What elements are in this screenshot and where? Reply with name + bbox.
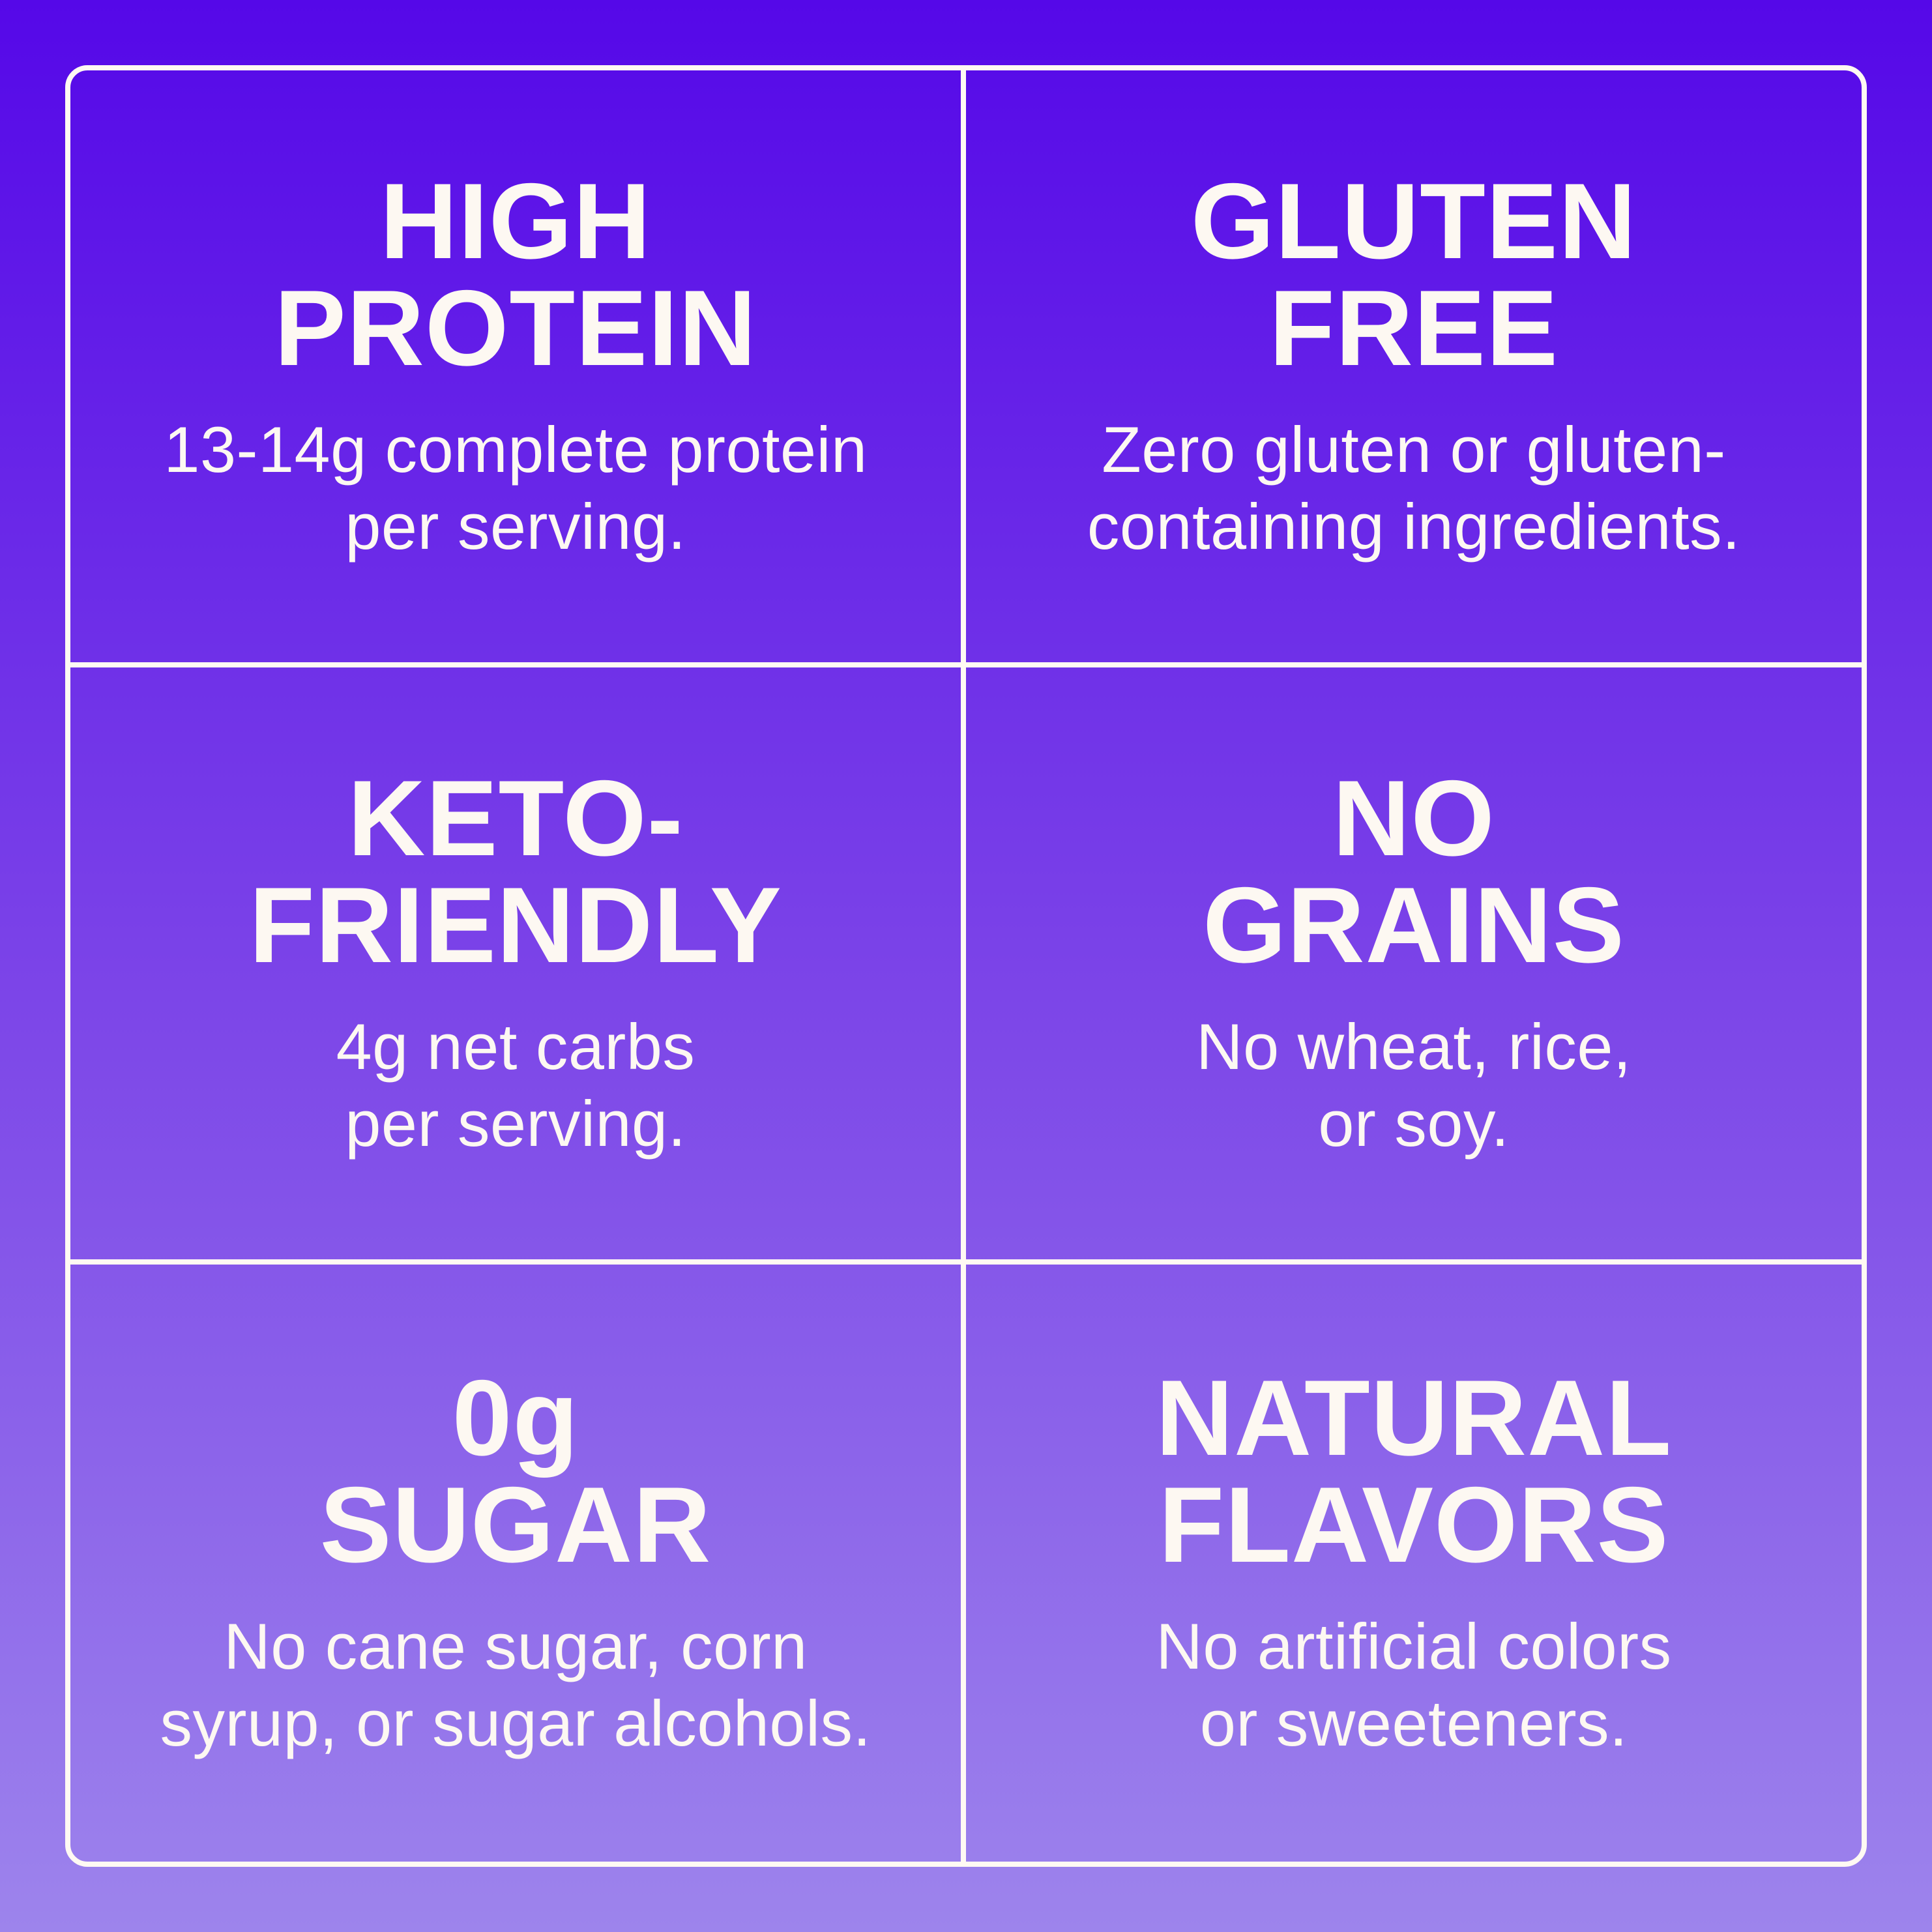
feature-title-line: NO bbox=[1332, 758, 1495, 878]
feature-title-line: KETO- bbox=[347, 758, 684, 878]
feature-title-line: 0g bbox=[452, 1358, 579, 1478]
feature-title-line: FLAVORS bbox=[1158, 1465, 1669, 1585]
feature-title-line: FREE bbox=[1268, 268, 1559, 388]
feature-cell-no-grains: NO GRAINS No wheat, rice, or soy. bbox=[966, 667, 1862, 1265]
feature-title-line: PROTEIN bbox=[274, 268, 757, 388]
feature-title: KETO- FRIENDLY bbox=[249, 758, 782, 985]
feature-description: No artificial colors or sweeteners. bbox=[1156, 1608, 1671, 1762]
feature-description-line: No artificial colors bbox=[1156, 1610, 1672, 1682]
feature-description-line: or sweeteners. bbox=[1199, 1687, 1628, 1759]
feature-title-line: GRAINS bbox=[1203, 865, 1625, 985]
feature-description-line: No wheat, rice, bbox=[1196, 1010, 1632, 1083]
feature-description-line: or soy. bbox=[1318, 1087, 1510, 1160]
feature-description-line: containing ingredients. bbox=[1087, 490, 1741, 563]
feature-description-line: per serving. bbox=[345, 490, 686, 563]
feature-description: No wheat, rice, or soy. bbox=[1196, 1008, 1632, 1162]
feature-title: HIGH PROTEIN bbox=[274, 161, 757, 388]
feature-title: NATURAL FLAVORS bbox=[1155, 1358, 1673, 1585]
feature-title-line: SUGAR bbox=[319, 1465, 712, 1585]
feature-description: No cane sugar, corn syrup, or sugar alco… bbox=[160, 1608, 871, 1762]
feature-description-line: per serving. bbox=[345, 1087, 686, 1160]
feature-description: 4g net carbs per serving. bbox=[336, 1008, 695, 1162]
feature-cell-0g-sugar: 0g SUGAR No cane sugar, corn syrup, or s… bbox=[70, 1265, 966, 1862]
feature-cell-high-protein: HIGH PROTEIN 13-14g complete protein per… bbox=[70, 70, 966, 667]
feature-title-line: GLUTEN bbox=[1190, 161, 1637, 281]
feature-title: NO GRAINS bbox=[1203, 758, 1625, 985]
feature-grid: HIGH PROTEIN 13-14g complete protein per… bbox=[65, 65, 1867, 1867]
feature-description-line: syrup, or sugar alcohols. bbox=[160, 1687, 871, 1759]
feature-cell-keto-friendly: KETO- FRIENDLY 4g net carbs per serving. bbox=[70, 667, 966, 1265]
feature-title: 0g SUGAR bbox=[319, 1358, 712, 1585]
feature-cell-natural-flavors: NATURAL FLAVORS No artificial colors or … bbox=[966, 1265, 1862, 1862]
feature-description-line: 4g net carbs bbox=[336, 1010, 695, 1083]
feature-description-line: 13-14g complete protein bbox=[164, 413, 868, 486]
feature-description-line: No cane sugar, corn bbox=[224, 1610, 808, 1682]
feature-title-line: NATURAL bbox=[1155, 1358, 1673, 1478]
feature-description: 13-14g complete protein per serving. bbox=[164, 411, 867, 565]
feature-title-line: FRIENDLY bbox=[249, 865, 782, 985]
feature-title-line: HIGH bbox=[379, 161, 652, 281]
feature-description-line: Zero gluten or gluten- bbox=[1102, 413, 1726, 486]
feature-description: Zero gluten or gluten- containing ingred… bbox=[1087, 411, 1740, 565]
feature-title: GLUTEN FREE bbox=[1190, 161, 1637, 388]
feature-cell-gluten-free: GLUTEN FREE Zero gluten or gluten- conta… bbox=[966, 70, 1862, 667]
